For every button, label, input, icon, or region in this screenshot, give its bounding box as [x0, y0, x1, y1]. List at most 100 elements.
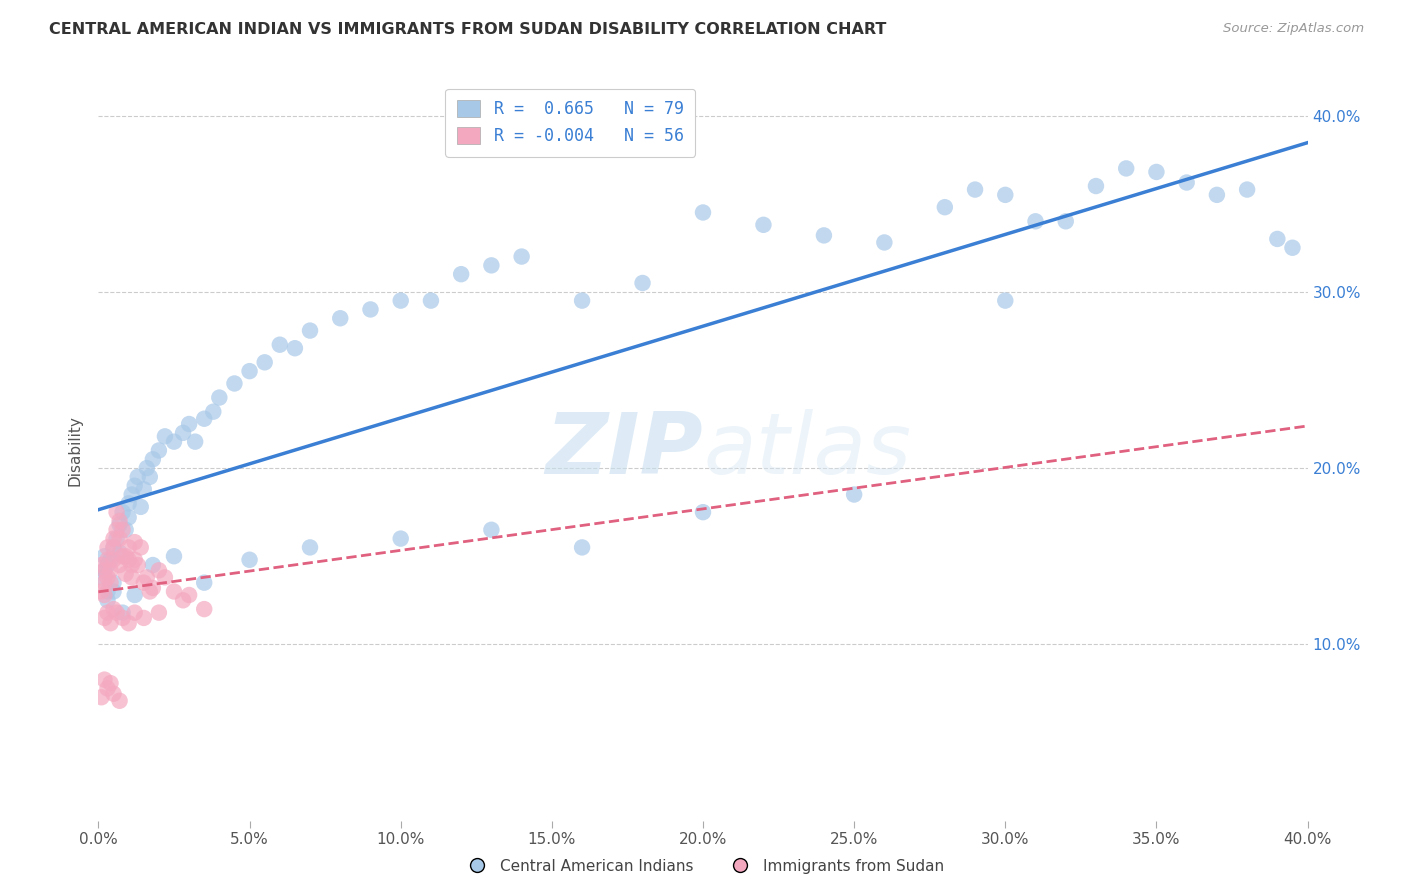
Point — [142, 558, 165, 572]
Point — [142, 452, 165, 467]
Point — [329, 311, 352, 326]
Point — [103, 575, 125, 590]
Point — [96, 570, 118, 584]
Point — [111, 549, 134, 564]
Point — [148, 606, 170, 620]
Point — [135, 461, 157, 475]
Text: CENTRAL AMERICAN INDIAN VS IMMIGRANTS FROM SUDAN DISABILITY CORRELATION CHART: CENTRAL AMERICAN INDIAN VS IMMIGRANTS FR… — [49, 22, 887, 37]
Point — [100, 563, 122, 577]
Point — [127, 558, 149, 572]
Point — [135, 570, 157, 584]
Point — [193, 602, 215, 616]
Point — [994, 187, 1017, 202]
Point — [142, 581, 165, 595]
Point — [100, 575, 122, 590]
Point — [571, 293, 593, 308]
Point — [103, 687, 125, 701]
Point — [148, 443, 170, 458]
Point — [105, 523, 128, 537]
Point — [129, 500, 152, 514]
Point — [481, 259, 503, 273]
Point — [118, 496, 141, 510]
Point — [179, 588, 201, 602]
Point — [96, 681, 118, 696]
Point — [108, 517, 131, 532]
Point — [108, 694, 131, 708]
Point — [1115, 161, 1137, 176]
Point — [153, 570, 176, 584]
Point — [93, 588, 115, 602]
Point — [105, 505, 128, 519]
Point — [1281, 241, 1303, 255]
Point — [163, 549, 186, 564]
Point — [124, 479, 146, 493]
Y-axis label: Disability: Disability — [67, 415, 83, 486]
Point — [202, 405, 225, 419]
Point — [118, 553, 141, 567]
Point — [96, 541, 118, 555]
Point — [510, 250, 533, 264]
Text: ZIP: ZIP — [546, 409, 703, 492]
Point — [631, 276, 654, 290]
Point — [93, 549, 115, 564]
Point — [103, 541, 125, 555]
Point — [360, 302, 382, 317]
Point — [108, 514, 131, 528]
Point — [184, 434, 207, 449]
Point — [1206, 187, 1229, 202]
Point — [103, 584, 125, 599]
Point — [124, 606, 146, 620]
Point — [121, 487, 143, 501]
Point — [239, 553, 262, 567]
Point — [111, 505, 134, 519]
Point — [284, 341, 307, 355]
Point — [93, 563, 115, 577]
Point — [389, 293, 412, 308]
Point — [481, 523, 503, 537]
Point — [118, 541, 141, 555]
Point — [1267, 232, 1289, 246]
Point — [253, 355, 276, 369]
Point — [90, 558, 112, 572]
Point — [692, 205, 714, 219]
Point — [96, 606, 118, 620]
Point — [103, 602, 125, 616]
Point — [163, 584, 186, 599]
Point — [121, 558, 143, 572]
Point — [132, 482, 155, 496]
Point — [103, 541, 125, 555]
Point — [239, 364, 262, 378]
Point — [873, 235, 896, 250]
Point — [1175, 176, 1198, 190]
Point — [129, 541, 152, 555]
Point — [111, 606, 134, 620]
Point — [450, 267, 472, 281]
Point — [420, 293, 443, 308]
Point — [172, 425, 194, 440]
Point — [108, 558, 131, 572]
Point — [118, 510, 141, 524]
Point — [124, 588, 146, 602]
Point — [124, 553, 146, 567]
Point — [90, 570, 112, 584]
Point — [813, 228, 835, 243]
Point — [121, 570, 143, 584]
Point — [1024, 214, 1046, 228]
Point — [100, 553, 122, 567]
Point — [208, 391, 231, 405]
Point — [90, 584, 112, 599]
Point — [132, 575, 155, 590]
Legend: Central American Indians, Immigrants from Sudan: Central American Indians, Immigrants fro… — [456, 853, 950, 880]
Point — [103, 532, 125, 546]
Point — [111, 611, 134, 625]
Point — [1054, 214, 1077, 228]
Point — [752, 218, 775, 232]
Legend: R =  0.665   N = 79, R = -0.004   N = 56: R = 0.665 N = 79, R = -0.004 N = 56 — [446, 88, 696, 157]
Point — [148, 563, 170, 577]
Point — [389, 532, 412, 546]
Point — [139, 584, 162, 599]
Point — [224, 376, 246, 391]
Point — [269, 337, 291, 351]
Point — [153, 429, 176, 443]
Point — [105, 606, 128, 620]
